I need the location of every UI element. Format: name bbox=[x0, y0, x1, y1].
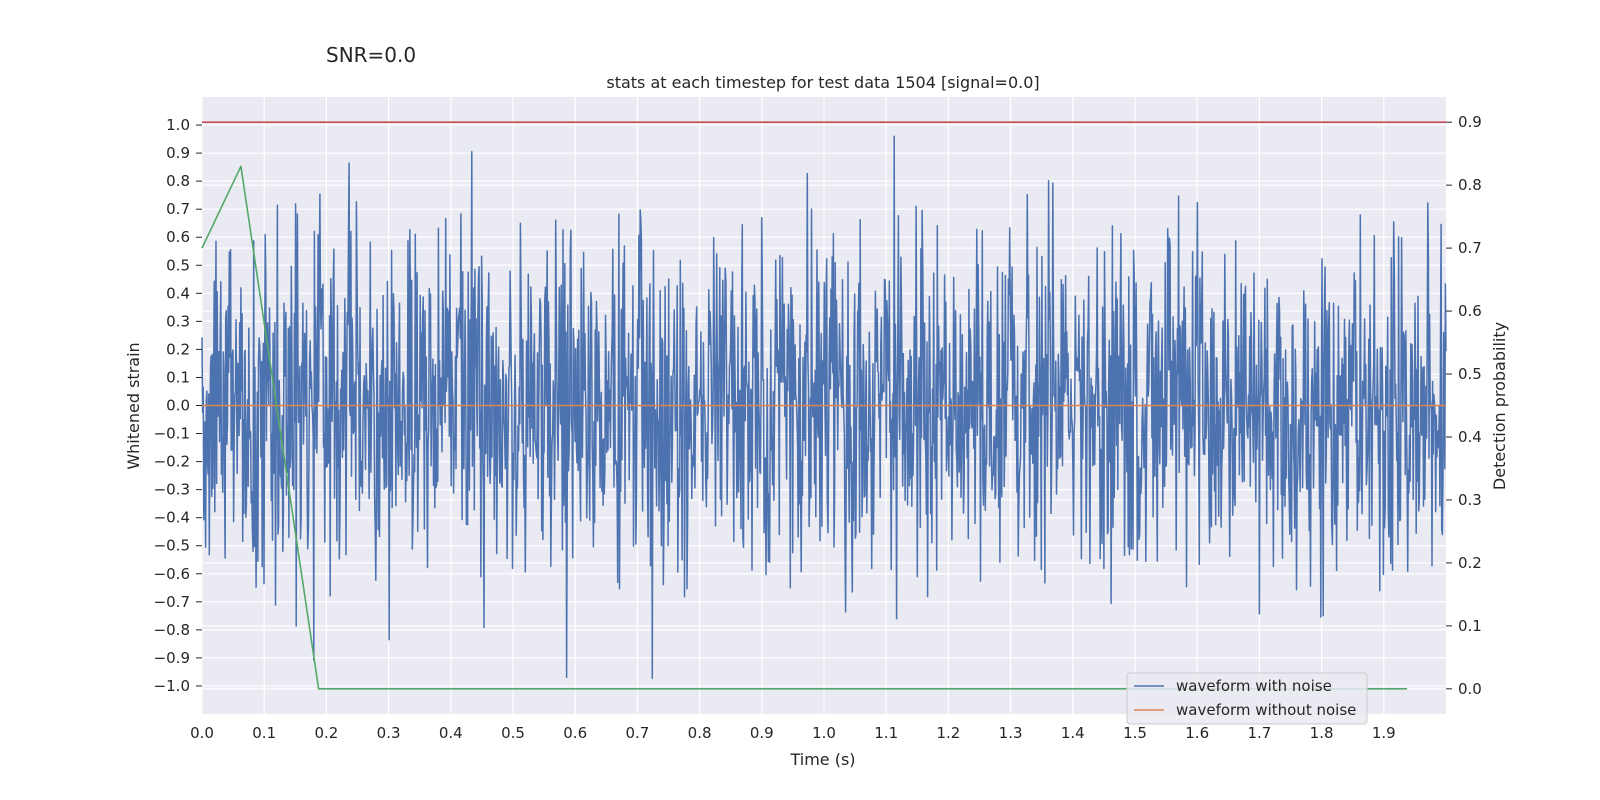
x-tick-label: 1.8 bbox=[1310, 724, 1334, 742]
y-tick-label: −0.4 bbox=[154, 509, 190, 527]
legend-label-clean: waveform without noise bbox=[1176, 701, 1356, 719]
y-tick-label: 0.3 bbox=[166, 312, 190, 330]
y-tick-label: 1.0 bbox=[166, 116, 190, 134]
y-tick-label: −0.2 bbox=[154, 453, 190, 471]
x-tick-label: 0.8 bbox=[688, 724, 712, 742]
y-tick-label: −0.3 bbox=[154, 481, 190, 499]
y2-tick-label: 0.1 bbox=[1458, 617, 1482, 635]
x-tick-label: 1.0 bbox=[812, 724, 836, 742]
y-tick-label: −0.1 bbox=[154, 425, 190, 443]
x-tick-label: 0.6 bbox=[563, 724, 587, 742]
x-tick-label: 0.2 bbox=[314, 724, 338, 742]
y2-tick-labels: 0.9 0.8 0.7 0.6 0.5 0.4 0.3 0.2 0.1 0.0 bbox=[1446, 113, 1482, 698]
y-tick-label: 0.2 bbox=[166, 340, 190, 358]
y2-tick-label: 0.8 bbox=[1458, 176, 1482, 194]
y-tick-label: −0.5 bbox=[154, 537, 190, 555]
x-tick-label: 0.1 bbox=[252, 724, 276, 742]
series-line-detection-probability bbox=[201, 165, 1408, 690]
y-axis-label: Whitened strain bbox=[124, 342, 143, 469]
y2-tick-label: 0.3 bbox=[1458, 491, 1482, 509]
y-tick-label: 0.6 bbox=[166, 228, 190, 246]
legend-box bbox=[1126, 672, 1368, 725]
x-axis-label: Time (s) bbox=[789, 750, 855, 769]
y-tick-label: 0.1 bbox=[166, 368, 190, 386]
suptitle: SNR=0.0 bbox=[326, 43, 416, 67]
x-tick-label: 1.7 bbox=[1247, 724, 1271, 742]
x-tick-label: 1.4 bbox=[1061, 724, 1085, 742]
y2-tick-label: 0.4 bbox=[1458, 428, 1482, 446]
series-line-waveform-with-noise bbox=[201, 135, 1447, 679]
y-tick-label: 0.0 bbox=[166, 397, 190, 415]
x-tick-label: 1.5 bbox=[1123, 724, 1147, 742]
y-tick-label: 0.4 bbox=[166, 284, 190, 302]
y2-tick-label: 0.9 bbox=[1458, 113, 1482, 131]
y-tick-label: −0.8 bbox=[154, 621, 190, 639]
chart-title: stats at each timestep for test data 150… bbox=[606, 73, 1039, 92]
y-tick-label: −0.7 bbox=[154, 593, 190, 611]
y-tick-label: −0.9 bbox=[154, 649, 190, 667]
y-tick-label: 0.9 bbox=[166, 144, 190, 162]
y2-tick-label: 0.2 bbox=[1458, 554, 1482, 572]
y2-tick-label: 0.5 bbox=[1458, 365, 1482, 383]
y2-tick-label: 0.6 bbox=[1458, 302, 1482, 320]
y2-tick-label: 0.7 bbox=[1458, 239, 1482, 257]
x-tick-label: 0.3 bbox=[377, 724, 401, 742]
x-tick-label: 0.4 bbox=[439, 724, 463, 742]
y-tick-label: 0.7 bbox=[166, 200, 190, 218]
x-tick-label: 1.6 bbox=[1185, 724, 1209, 742]
legend: waveform with noise waveform without noi… bbox=[1126, 672, 1368, 725]
y-tick-label: −0.6 bbox=[154, 565, 190, 583]
x-tick-label: 0.9 bbox=[750, 724, 774, 742]
y-tick-label: 0.5 bbox=[166, 256, 190, 274]
x-tick-label: 1.1 bbox=[874, 724, 898, 742]
x-tick-label: 0.0 bbox=[190, 724, 214, 742]
x-tick-label: 0.5 bbox=[501, 724, 525, 742]
x-tick-label: 0.7 bbox=[625, 724, 649, 742]
y2-tick-label: 0.0 bbox=[1458, 680, 1482, 698]
y-tick-label: −1.0 bbox=[154, 677, 190, 695]
x-tick-label: 1.2 bbox=[936, 724, 960, 742]
x-tick-labels: 0.0 0.1 0.2 0.3 0.4 0.5 0.6 0.7 0.8 0.9 1.0 1.1 1.2 1… bbox=[190, 724, 1396, 742]
legend-label-noisy: waveform with noise bbox=[1176, 677, 1332, 695]
x-tick-label: 1.9 bbox=[1372, 724, 1396, 742]
y-tick-labels: 1.0 0.9 0.8 0.7 0.6 0.5 0.4 0.3 0.2 0.1 0.0 −0.1 −0.… bbox=[154, 116, 202, 695]
series-layer bbox=[201, 121, 1447, 690]
y-tick-label: 0.8 bbox=[166, 172, 190, 190]
x-tick-label: 1.3 bbox=[999, 724, 1023, 742]
y2-axis-label: Detection probability bbox=[1490, 322, 1509, 490]
